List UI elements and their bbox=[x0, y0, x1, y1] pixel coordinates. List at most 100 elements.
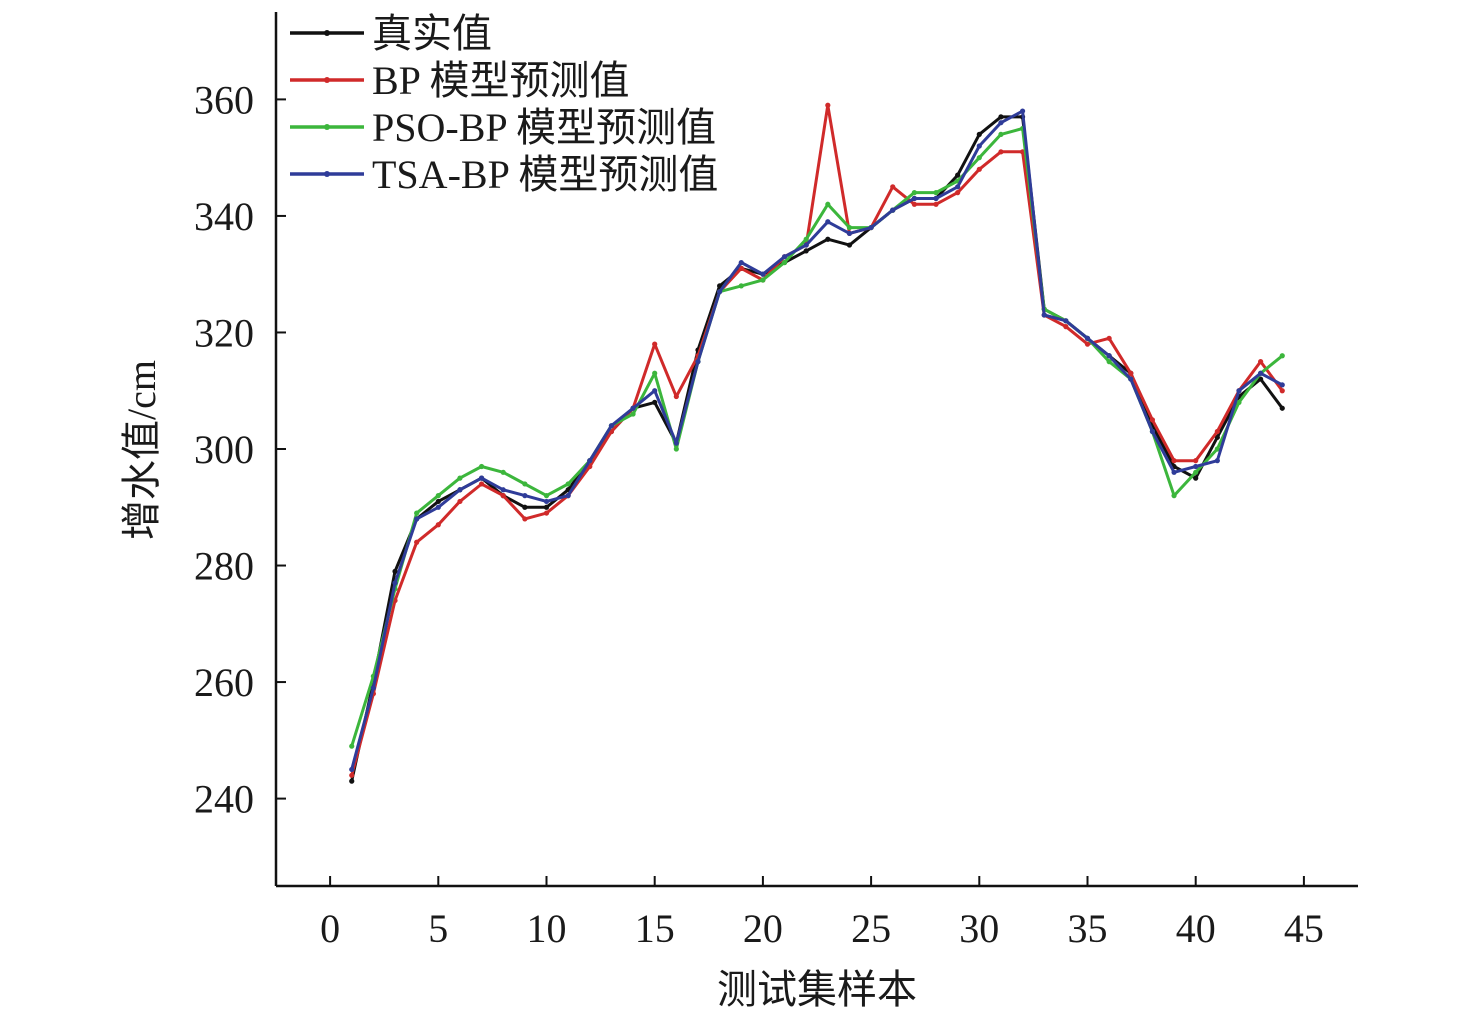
data-point bbox=[825, 236, 831, 242]
data-point bbox=[1193, 458, 1199, 464]
data-point bbox=[1214, 428, 1220, 435]
legend-item: BP 模型预测值 bbox=[290, 58, 629, 103]
y-tick-label: 360 bbox=[194, 77, 254, 122]
data-point bbox=[652, 388, 658, 394]
data-point bbox=[976, 143, 982, 149]
data-point bbox=[1149, 428, 1156, 435]
data-point bbox=[435, 498, 441, 505]
x-tick-label: 25 bbox=[851, 906, 891, 951]
data-point bbox=[976, 131, 982, 137]
x-axis-title: 测试集样本 bbox=[717, 967, 917, 1012]
data-point bbox=[781, 259, 788, 266]
data-point bbox=[738, 265, 744, 271]
data-point bbox=[1063, 324, 1069, 330]
data-point bbox=[1214, 434, 1220, 440]
series-group bbox=[349, 114, 1285, 784]
data-point bbox=[1041, 312, 1047, 318]
data-point bbox=[673, 440, 679, 446]
legend-label: BP 模型预测值 bbox=[372, 58, 629, 103]
data-point bbox=[349, 743, 355, 749]
data-point bbox=[1106, 359, 1112, 365]
x-tick-label: 15 bbox=[635, 906, 675, 951]
data-point bbox=[1128, 370, 1134, 376]
x-tick-label: 45 bbox=[1284, 906, 1324, 951]
legend-marker bbox=[324, 171, 330, 177]
data-point bbox=[478, 463, 485, 470]
data-point bbox=[349, 778, 355, 784]
series-line bbox=[350, 109, 1284, 770]
data-point bbox=[1171, 469, 1177, 475]
data-point bbox=[543, 493, 550, 499]
data-point bbox=[825, 219, 831, 225]
data-point bbox=[955, 172, 961, 178]
data-point bbox=[998, 131, 1004, 137]
data-point bbox=[846, 242, 853, 248]
data-point bbox=[1063, 318, 1069, 324]
data-point bbox=[890, 207, 896, 213]
data-point bbox=[349, 772, 355, 778]
data-point bbox=[673, 393, 679, 400]
data-point bbox=[1171, 493, 1177, 499]
data-point bbox=[1171, 458, 1177, 464]
y-tick-label: 320 bbox=[194, 310, 254, 355]
data-point bbox=[1279, 388, 1285, 394]
data-point bbox=[500, 487, 506, 493]
data-point bbox=[478, 481, 485, 487]
data-point bbox=[587, 458, 593, 464]
data-point bbox=[457, 498, 463, 505]
data-point bbox=[500, 469, 506, 475]
data-point bbox=[435, 522, 441, 528]
series-lines bbox=[349, 102, 1285, 784]
x-tick-label: 0 bbox=[320, 906, 340, 951]
series-group bbox=[349, 102, 1285, 778]
y-tick-label: 340 bbox=[194, 194, 254, 239]
y-tick-label: 300 bbox=[194, 427, 254, 472]
data-point bbox=[1084, 335, 1091, 341]
data-point bbox=[1193, 469, 1199, 475]
x-tick-label: 20 bbox=[743, 906, 783, 951]
legend-label: TSA-BP 模型预测值 bbox=[372, 152, 718, 197]
data-point bbox=[392, 580, 398, 586]
data-point bbox=[543, 510, 550, 516]
legend-label: PSO-BP 模型预测值 bbox=[372, 105, 716, 150]
data-point bbox=[825, 201, 831, 207]
data-point bbox=[998, 149, 1004, 155]
axes: 0 5 10 15 20 25 30 35 40 45 240 260 280 300 320 340 360 bbox=[194, 12, 1358, 951]
data-point bbox=[998, 114, 1004, 120]
data-point bbox=[1149, 417, 1156, 423]
data-point bbox=[803, 242, 809, 248]
data-point bbox=[803, 236, 809, 242]
data-point bbox=[1106, 353, 1112, 359]
data-point bbox=[457, 475, 463, 481]
data-point bbox=[652, 341, 658, 347]
data-point bbox=[1279, 382, 1285, 388]
legend-item: TSA-BP 模型预测值 bbox=[290, 152, 718, 197]
data-point bbox=[695, 359, 701, 365]
data-point bbox=[717, 289, 723, 295]
y-tick-label: 260 bbox=[194, 660, 254, 705]
data-point bbox=[998, 120, 1004, 126]
data-point bbox=[478, 475, 485, 481]
data-point bbox=[933, 190, 939, 196]
data-point bbox=[565, 493, 571, 499]
data-point bbox=[1193, 475, 1199, 481]
data-point bbox=[1193, 463, 1199, 470]
data-point bbox=[738, 283, 744, 289]
data-point bbox=[565, 481, 571, 487]
data-point bbox=[457, 487, 463, 493]
data-point bbox=[1214, 446, 1220, 452]
data-point bbox=[717, 283, 723, 289]
data-point bbox=[630, 405, 636, 411]
data-point bbox=[1258, 376, 1264, 382]
data-point bbox=[846, 230, 853, 237]
series-line bbox=[350, 115, 1284, 782]
data-point bbox=[781, 254, 788, 260]
data-point bbox=[933, 195, 939, 202]
series-group bbox=[349, 125, 1285, 749]
data-point bbox=[500, 493, 506, 499]
data-point bbox=[1258, 359, 1264, 365]
data-point bbox=[414, 510, 420, 516]
legend-item: 真实值 bbox=[290, 11, 492, 56]
